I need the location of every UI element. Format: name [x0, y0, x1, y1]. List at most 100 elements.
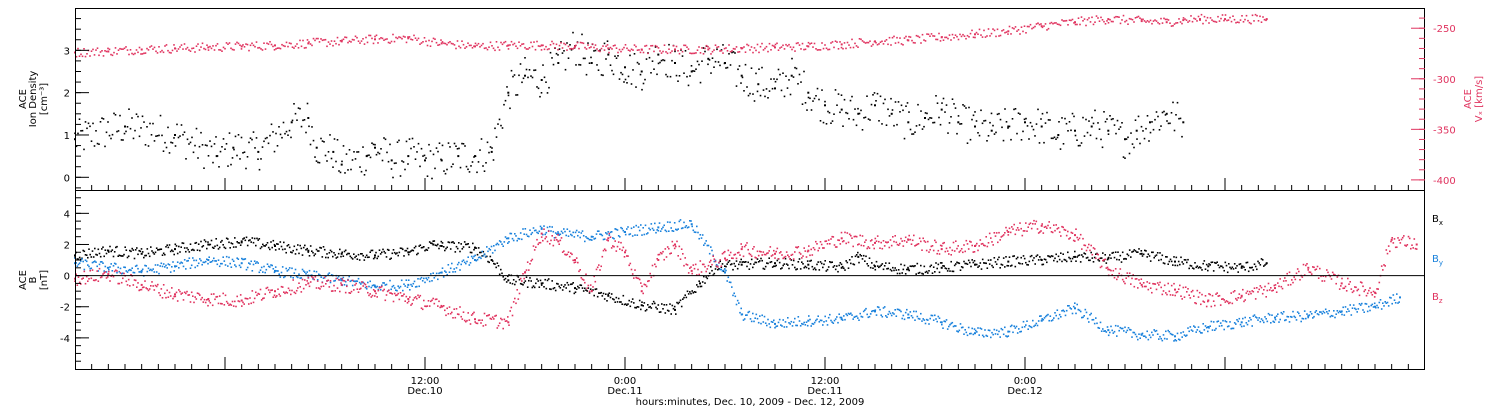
by-point [740, 307, 742, 310]
bx-point [736, 267, 739, 270]
by-point [304, 271, 306, 273]
bz-point [354, 284, 356, 286]
bz-point [776, 247, 779, 250]
vx-point [144, 52, 147, 54]
density-point [515, 94, 517, 96]
bz-point [104, 271, 107, 273]
bz-point [1152, 282, 1154, 285]
bz-point [197, 292, 200, 295]
bx-point [109, 245, 111, 248]
bz-point [95, 279, 97, 281]
by-point [570, 233, 572, 236]
density-point [687, 84, 690, 87]
bx-point [824, 260, 826, 262]
density-point [140, 127, 142, 129]
by-point [442, 276, 445, 278]
by-point [358, 281, 361, 284]
vx-point [1013, 27, 1015, 30]
bx-point [851, 256, 853, 258]
bx-point [502, 276, 504, 278]
by-data-point [657, 226, 660, 229]
vx-point [725, 47, 727, 49]
density-point [369, 156, 372, 159]
density-point [395, 162, 397, 164]
bz-point [221, 303, 223, 305]
bx-point [637, 306, 640, 308]
bx-point [570, 283, 572, 286]
bz-point [195, 298, 198, 300]
by-point [1224, 320, 1227, 322]
density-point [335, 160, 337, 163]
bz-point [1366, 292, 1369, 295]
vx-point [953, 37, 955, 39]
bz-point [1327, 271, 1329, 274]
density-point [537, 87, 540, 90]
vx-data-point [574, 45, 576, 48]
density-point [89, 125, 91, 128]
by-point [1015, 325, 1018, 328]
density-point [1173, 129, 1176, 132]
density-point [456, 148, 459, 150]
by-point [663, 224, 665, 227]
bz-point [257, 292, 259, 295]
vx-point [1026, 25, 1029, 28]
bz-point [831, 235, 833, 238]
vx-point [887, 43, 889, 46]
bz-point [1008, 227, 1011, 230]
bx-point [307, 251, 310, 253]
by-point [85, 260, 88, 263]
vx-point [959, 33, 961, 36]
vx-point [1151, 22, 1153, 25]
by-point [659, 230, 662, 232]
bx-point [1193, 267, 1195, 270]
by-point [329, 281, 332, 284]
bx-point [1015, 257, 1018, 260]
density-point [971, 118, 973, 121]
density-point [305, 131, 307, 134]
by-data-point [440, 271, 443, 274]
by-point [802, 323, 804, 326]
bx-point [119, 254, 122, 257]
bz-point [657, 253, 660, 256]
vx-point [504, 40, 507, 43]
vx-point [168, 51, 171, 54]
bz-point [545, 236, 548, 238]
bz-point [146, 288, 149, 290]
bx-point [1062, 253, 1064, 255]
density-point [378, 152, 381, 155]
bz-point [782, 257, 784, 260]
vx-point [327, 41, 330, 43]
vx-point [128, 53, 130, 56]
density-point [980, 109, 982, 112]
by-point [183, 259, 186, 261]
bz-point [998, 231, 1000, 234]
bx-point [1207, 269, 1209, 272]
density-point [1134, 119, 1137, 121]
by-point [1336, 310, 1339, 312]
vx-point [899, 37, 901, 39]
by-point [925, 318, 928, 321]
vx-point [413, 34, 415, 37]
bx-point [130, 250, 132, 253]
vx-point [434, 38, 436, 40]
vx-point [1064, 20, 1066, 22]
bx-point [316, 250, 319, 252]
density-point [260, 158, 262, 160]
bx-point [1203, 260, 1206, 262]
bx-point [1151, 251, 1153, 254]
bx-point [572, 282, 574, 284]
bz-point [1338, 288, 1341, 290]
by-point [235, 265, 237, 268]
by-point [146, 270, 149, 273]
by-data-point [940, 321, 943, 324]
bz-point [94, 279, 96, 282]
by-point [1077, 308, 1080, 311]
by-point [1153, 329, 1155, 331]
by-point [1380, 308, 1383, 310]
bz-point [1209, 293, 1211, 296]
bz-point [677, 255, 679, 257]
by-point [285, 267, 287, 270]
bz-point [444, 309, 446, 312]
density-point [734, 52, 736, 54]
by-point [476, 258, 479, 261]
